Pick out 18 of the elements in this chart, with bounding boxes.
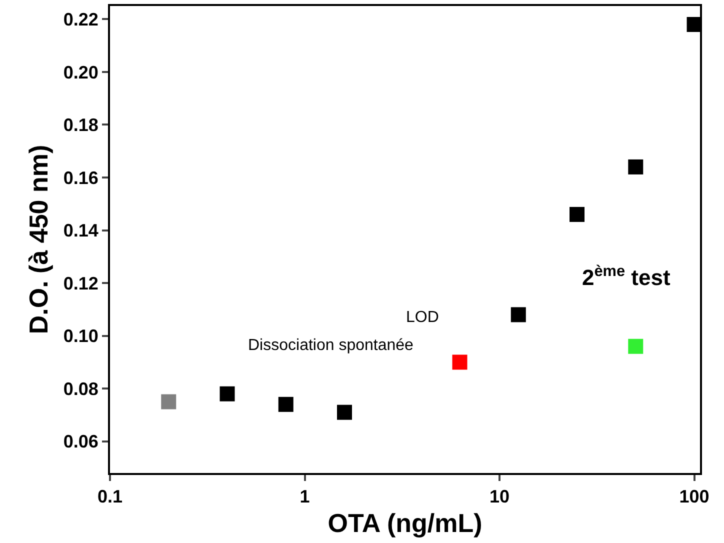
y-tick-label: 0.06 — [63, 432, 98, 452]
y-tick-label: 0.12 — [63, 273, 98, 294]
y-axis-title: D.O. (à 450 nm) — [23, 144, 54, 334]
y-tick-label: 0.16 — [63, 168, 98, 188]
annotation: LOD — [406, 309, 439, 326]
y-tick-label: 0.08 — [63, 378, 98, 399]
x-tick-label: 0.1 — [97, 486, 123, 507]
x-tick-label: 1 — [300, 486, 310, 507]
x-tick-label: 10 — [490, 486, 510, 507]
x-tick-label: 100 — [679, 486, 710, 507]
annotation: 2$^{ème}$ test — [582, 263, 671, 290]
y-tick-label: 0.18 — [63, 115, 98, 136]
y-tick-label: 0.14 — [63, 220, 98, 241]
x-axis-title: OTA (ng/mL) — [328, 508, 482, 538]
annotation: Dissociation spontanée — [248, 337, 414, 354]
y-tick-label: 0.10 — [63, 326, 98, 346]
y-tick-label: 0.22 — [63, 9, 98, 30]
y-tick-label: 0.20 — [63, 62, 98, 82]
